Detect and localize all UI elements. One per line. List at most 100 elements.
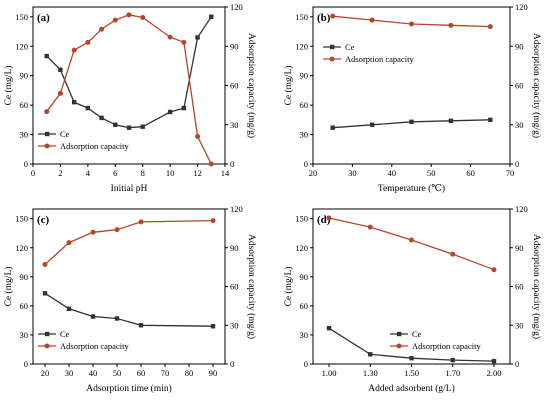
y-left-tick-label: 60 — [300, 301, 309, 311]
adsorption-point — [326, 215, 332, 221]
x-tick-label: 20 — [41, 368, 50, 378]
x-tick-label: 1.50 — [404, 368, 419, 378]
x-tick-label: 70 — [506, 168, 515, 178]
ce-point — [44, 53, 49, 59]
y-right-axis-title: Adsorption capacity (mg/g) — [246, 33, 257, 138]
ce-point — [448, 118, 454, 124]
legend-marker — [397, 331, 402, 337]
y-right-tick-label: 60 — [230, 282, 239, 292]
y-left-tick-label: 120 — [15, 243, 28, 253]
ce-point — [126, 125, 132, 130]
x-axis-title: Added adsorbent (g/L) — [368, 383, 455, 394]
x-tick-label: 50 — [427, 168, 436, 178]
ce-point — [71, 99, 77, 105]
y-right-tick-label: 0 — [515, 359, 519, 369]
adsorption-point — [409, 237, 414, 243]
y-right-tick-label: 30 — [515, 120, 524, 130]
legend-label: Ce — [60, 129, 70, 139]
x-tick-label: 40 — [388, 168, 397, 178]
adsorption-point — [99, 26, 105, 32]
panel-label: (b) — [317, 12, 331, 24]
y-right-tick-label: 60 — [230, 81, 239, 91]
ce-point — [209, 14, 214, 20]
y-left-tick-label: 0 — [24, 359, 28, 369]
adsorption-point — [210, 218, 216, 224]
adsorption-point — [487, 24, 493, 30]
x-tick-label: 60 — [466, 168, 475, 178]
ce-point — [58, 67, 63, 72]
adsorption-point — [369, 17, 375, 23]
x-tick-label: 60 — [137, 368, 146, 378]
legend-label: Ce — [60, 329, 70, 339]
panel-b: 20 30 40 50 60 7003060901201500306090120Tempe… — [283, 2, 542, 194]
y-left-tick-label: 30 — [300, 330, 309, 340]
y-left-tick-label: 150 — [295, 214, 308, 224]
ce-point — [210, 324, 216, 329]
adsorption-point — [138, 219, 144, 225]
ce-point — [181, 105, 187, 111]
series-line-adsorption — [328, 217, 495, 271]
y-right-tick-label: 120 — [230, 204, 243, 214]
legend-label: Adsorption capacity — [60, 341, 129, 351]
y-left-tick-label: 30 — [20, 330, 29, 340]
adsorption-point — [491, 267, 497, 273]
y-right-tick-label: 30 — [230, 120, 239, 130]
legend-marker — [44, 343, 50, 349]
panel-d: 1.00 1.30 1.50 1.70 2.00 0 30 60 90 120 150 0 30 60 90… — [283, 204, 542, 394]
ce-point — [491, 358, 497, 364]
series-line-ce — [44, 292, 214, 327]
x-tick-label: 90 — [209, 368, 218, 378]
legend-marker — [396, 343, 402, 349]
ce-point — [326, 325, 332, 331]
adsorption-point — [44, 109, 50, 115]
y-right-tick-label: 0 — [230, 159, 234, 169]
y-left-tick-label: 30 — [300, 130, 309, 140]
y-right-tick-label: 120 — [515, 2, 528, 12]
legend-marker — [329, 56, 335, 62]
legend-label: Adsorption capacity — [412, 341, 481, 351]
x-axis-title: Initial pH — [111, 184, 148, 194]
adsorption-point — [85, 39, 91, 45]
x-tick-label: 14 — [221, 168, 230, 178]
adsorption-point — [367, 224, 373, 230]
ce-point — [113, 122, 118, 127]
y-left-tick-label: 60 — [20, 100, 29, 110]
adsorption-point — [42, 262, 48, 268]
y-left-tick-label: 0 — [24, 159, 28, 169]
ce-point — [138, 323, 144, 328]
legend-label: Adsorption capacity — [60, 141, 129, 151]
y-right-axis-title: Adsorption capacity (mg/g) — [531, 234, 542, 339]
legend-label: Ce — [412, 329, 422, 339]
y-left-tick-label: 0 — [304, 159, 308, 169]
x-axis-title: Temperature (℃) — [378, 183, 445, 194]
x-tick-label: 20 — [309, 168, 318, 178]
x-tick-label: 4 — [86, 168, 91, 178]
y-left-tick-label: 60 — [300, 100, 309, 110]
y-left-tick-label: 150 — [295, 12, 308, 22]
y-right-tick-label: 120 — [230, 2, 243, 12]
panel-a: 0 2 4 6 8 10 12 1403060901201500306090120Initia… — [3, 2, 257, 194]
x-axis-title: Adsorption time (min) — [86, 383, 172, 394]
y-right-tick-label: 90 — [515, 41, 524, 51]
ce-point — [167, 109, 173, 115]
ce-point — [330, 125, 335, 130]
legend-marker — [330, 44, 335, 50]
y-left-axis-title: Ce (mg/L) — [283, 267, 294, 307]
y-left-tick-label: 90 — [300, 272, 309, 282]
adsorption-point — [57, 90, 63, 96]
x-tick-label: 8 — [141, 168, 145, 178]
panel-label: (a) — [37, 12, 50, 24]
x-tick-label: 6 — [113, 168, 117, 178]
ce-point — [368, 352, 373, 357]
ce-point — [140, 124, 145, 129]
y-right-tick-label: 90 — [230, 41, 239, 51]
x-tick-label: 1.00 — [322, 368, 337, 378]
y-left-tick-label: 120 — [295, 243, 308, 253]
y-left-tick-label: 150 — [15, 12, 28, 22]
adsorption-point — [448, 22, 454, 28]
x-tick-label: 1.70 — [445, 368, 460, 378]
y-left-tick-label: 90 — [20, 71, 29, 81]
y-left-axis-title: Ce (mg/L) — [3, 267, 14, 307]
legend-label: Ce — [345, 42, 355, 52]
